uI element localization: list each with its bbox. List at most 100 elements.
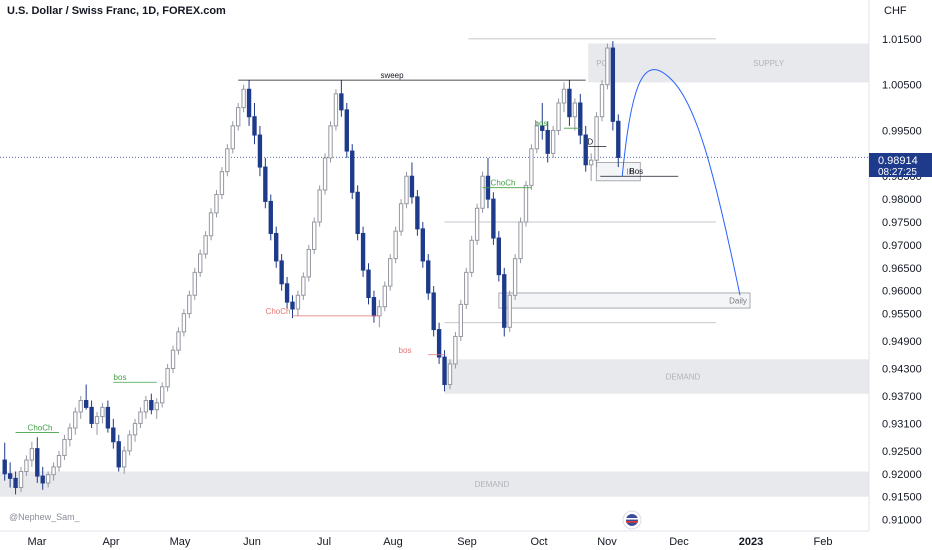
candle-body (523, 184, 529, 223)
candle-body (24, 459, 29, 472)
candle-body (491, 198, 496, 239)
candle-body (567, 88, 572, 118)
annotation-label-bos-4: bos (399, 346, 412, 355)
candle-body (344, 109, 349, 152)
candle-body (241, 88, 246, 109)
candle-body (257, 134, 263, 168)
author-watermark: @Nephew_Sam_ (9, 512, 81, 522)
time-tick-label: Sep (457, 536, 477, 548)
candle-body (284, 283, 290, 303)
candle-body (312, 221, 317, 250)
price-tag: 0.98914 08:27:25 (869, 153, 932, 178)
candle-body (529, 148, 534, 186)
zone-supply-0 (588, 43, 869, 83)
candle-body (192, 271, 197, 296)
candle-body (572, 102, 578, 118)
time-tick-label: 2023 (739, 536, 763, 548)
zone-demand-2 (444, 359, 869, 394)
candle-body (610, 47, 616, 122)
candle-body (599, 84, 605, 118)
candle-body (301, 276, 306, 296)
price-tick-label: 0.94900 (882, 336, 922, 348)
price-scale-bg (869, 0, 932, 531)
candle-body (132, 422, 138, 436)
candle-body (149, 400, 154, 411)
candle-body (236, 107, 241, 127)
candle-body (89, 406, 94, 424)
candle-body (13, 477, 18, 489)
candle-body (377, 306, 382, 317)
candle-body (453, 335, 458, 365)
candle-body (154, 402, 159, 411)
candle-body (94, 416, 100, 424)
price-tick-label: 0.96000 (882, 286, 922, 298)
price-tick-label: 0.92500 (882, 446, 922, 458)
candle-body (56, 454, 62, 468)
candle-body (545, 129, 550, 154)
candle-body (317, 189, 322, 223)
time-tick-label: Mar (28, 536, 47, 548)
candle-body (447, 363, 453, 386)
candle-body (176, 331, 181, 351)
candle-body (51, 466, 56, 476)
candle-body (187, 294, 192, 315)
candle-body (420, 228, 425, 262)
candle-body (73, 411, 78, 429)
candle-body (181, 313, 187, 333)
candle-body (594, 116, 599, 161)
candle-body (371, 297, 377, 317)
price-tag-bg (869, 153, 932, 177)
candle-body (246, 88, 252, 118)
time-tick-label: Oct (530, 536, 547, 548)
annotation-label-choch-6: ChoCh (28, 424, 53, 433)
candle-body (159, 386, 165, 404)
candle-body (263, 166, 268, 202)
candle-body (18, 470, 24, 489)
candle-body (436, 329, 442, 358)
annotation-label-sweep-0: sweep (380, 71, 404, 80)
price-tag-value: 0.98914 (878, 155, 918, 167)
candle-body (328, 125, 333, 159)
candle-body (143, 400, 149, 413)
candle-body (540, 125, 545, 131)
candle-body (83, 400, 89, 408)
price-tick-label: 0.92000 (882, 469, 922, 481)
candle-body (62, 438, 67, 456)
candle-body (333, 93, 339, 127)
zone-demand-3 (0, 471, 869, 497)
candle-body (339, 93, 344, 111)
candle-body (458, 303, 464, 337)
time-tick-label: May (170, 536, 191, 548)
candle-body (279, 260, 284, 285)
candle-body (214, 194, 219, 214)
candle-body (355, 191, 360, 234)
time-tick-label: Feb (814, 536, 833, 548)
candle-body (165, 367, 170, 388)
candle-body (512, 258, 518, 296)
price-tick-label: 0.99500 (882, 125, 922, 137)
candle-body (111, 427, 116, 443)
price-tick-label: 0.94300 (882, 363, 922, 375)
zone-daily-4 (498, 292, 751, 309)
candle-body (121, 450, 127, 468)
price-tick-label: 0.98000 (882, 194, 922, 206)
candle-body (496, 237, 502, 276)
annotation-label-d-8: D (587, 137, 593, 146)
time-tick-label: Jul (317, 536, 331, 548)
candle-body (556, 102, 561, 131)
candle-body (398, 203, 404, 232)
time-scale: Mar Apr May Jun Jul Aug Sep Oct Nov Dec 2023 Feb (28, 536, 833, 548)
candle-body (415, 196, 420, 230)
candle-body (274, 232, 279, 262)
candle-body (366, 269, 371, 299)
candle-body (105, 406, 111, 429)
flag-icon[interactable] (622, 510, 642, 530)
candle-body (409, 175, 415, 198)
candle-body (561, 88, 567, 104)
time-scale-bg (0, 531, 932, 550)
time-tick-label: Aug (383, 536, 403, 548)
candle-body (507, 294, 512, 328)
candle-body (322, 157, 328, 191)
candle-body (78, 400, 83, 413)
